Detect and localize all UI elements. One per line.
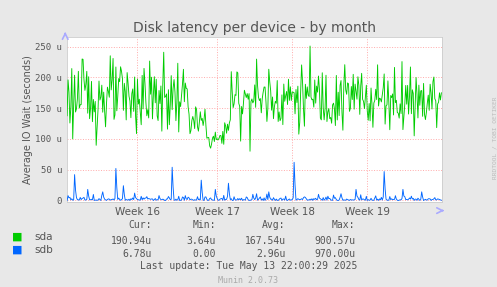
Text: 970.00u: 970.00u <box>314 249 355 259</box>
Text: 190.94u: 190.94u <box>110 236 152 246</box>
Y-axis label: Average IO Wait (seconds): Average IO Wait (seconds) <box>22 55 33 184</box>
Text: Last update: Tue May 13 22:00:29 2025: Last update: Tue May 13 22:00:29 2025 <box>140 261 357 271</box>
Text: Munin 2.0.73: Munin 2.0.73 <box>219 276 278 285</box>
Text: ■: ■ <box>12 232 23 242</box>
Text: 0.00: 0.00 <box>193 249 216 259</box>
Title: Disk latency per device - by month: Disk latency per device - by month <box>133 21 376 35</box>
Text: sdb: sdb <box>35 245 54 255</box>
Text: 167.54u: 167.54u <box>245 236 286 246</box>
Text: Avg:: Avg: <box>262 220 286 230</box>
Text: Cur:: Cur: <box>128 220 152 230</box>
Text: ■: ■ <box>12 245 23 255</box>
Text: 900.57u: 900.57u <box>314 236 355 246</box>
Text: Min:: Min: <box>193 220 216 230</box>
Text: 6.78u: 6.78u <box>122 249 152 259</box>
Text: Max:: Max: <box>332 220 355 230</box>
Text: 2.96u: 2.96u <box>256 249 286 259</box>
Text: 3.64u: 3.64u <box>187 236 216 246</box>
Text: RRDTOOL / TOBI OETIKER: RRDTOOL / TOBI OETIKER <box>492 96 497 179</box>
Text: sda: sda <box>35 232 53 242</box>
